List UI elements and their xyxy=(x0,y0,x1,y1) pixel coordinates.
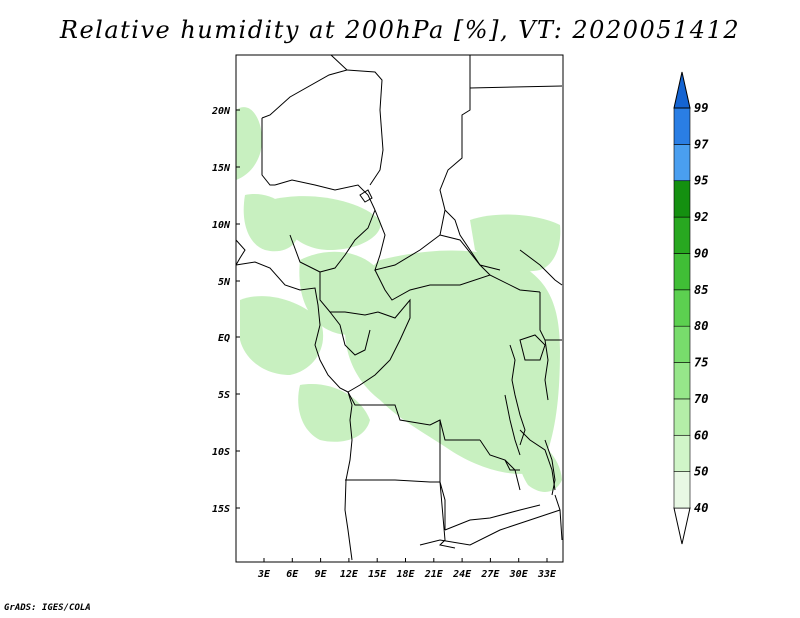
lake-victoria xyxy=(519,334,546,361)
lake-tanganyika xyxy=(504,394,521,456)
colorbar-swatch xyxy=(673,471,691,509)
rh-area-east-south xyxy=(517,430,562,492)
border-egypt-libya xyxy=(439,55,471,211)
lat-label: 10N xyxy=(212,220,231,231)
border-east-africa xyxy=(539,292,549,401)
lat-label: 5S xyxy=(218,390,230,401)
border-gabon-congo xyxy=(329,311,371,356)
lon-label: 27E xyxy=(480,569,500,580)
border-mali-niger xyxy=(261,118,275,186)
lon-label: 30E xyxy=(509,569,529,580)
border-egypt-sudan xyxy=(469,85,563,89)
lat-label: 5N xyxy=(218,277,231,288)
lon-axis: 3E 6E 9E 12E 15E 18E 21E 24E 27E 30E 33E xyxy=(257,558,557,580)
lon-label: 6E xyxy=(286,569,299,580)
lon-label: 15E xyxy=(368,569,387,580)
colorbar-label: 92 xyxy=(694,210,708,224)
colorbar-swatch xyxy=(673,216,691,254)
border-south xyxy=(419,509,561,546)
lake-malawi xyxy=(544,439,556,496)
colorbar-swatch xyxy=(673,434,691,472)
colorbar-swatch xyxy=(673,180,691,218)
border-cameroon-gabon xyxy=(319,272,379,316)
lat-axis: 20N 15N 10N 5N EQ 5S 10S 15S xyxy=(211,106,240,515)
colorbar-label: 99 xyxy=(694,101,708,115)
rh-area-nigeria xyxy=(270,196,381,250)
lon-label: 21E xyxy=(424,569,444,580)
border-chad-car xyxy=(374,209,446,271)
lat-label: 20N xyxy=(211,106,231,117)
colorbar-swatch xyxy=(673,398,691,436)
border-niger-nigeria xyxy=(274,179,376,211)
border-namibia-botswana xyxy=(438,481,456,549)
border-southsudan-east xyxy=(519,249,563,286)
coast-east-lakes xyxy=(509,344,526,446)
lon-label: 33E xyxy=(537,569,557,580)
colorbar-label: 80 xyxy=(694,319,708,333)
rh-area-congo-basin xyxy=(345,250,560,474)
rh-area-gabon xyxy=(240,296,324,375)
colorbar-swatch xyxy=(673,107,691,145)
lat-label: 15N xyxy=(212,163,231,174)
lon-label: 12E xyxy=(340,569,359,580)
colorbar-swatch xyxy=(673,325,691,363)
border-congo-drc xyxy=(347,298,411,393)
coast-westbulge xyxy=(235,239,246,266)
border-nigeria-cameroon xyxy=(289,234,321,273)
colorbar-label: 90 xyxy=(694,246,708,260)
colorbar-label: 40 xyxy=(694,501,708,515)
coast-west xyxy=(235,261,353,561)
colorbar-swatch xyxy=(673,362,691,400)
coast-southeast xyxy=(554,494,563,541)
rh-area-east xyxy=(470,214,561,272)
map-title: Relative humidity at 200hPa [%], VT: 202… xyxy=(59,16,741,44)
colorbar-swatch xyxy=(673,144,691,182)
map-frame xyxy=(235,54,564,563)
border-north-libya-chad xyxy=(261,54,348,119)
lon-label: 18E xyxy=(396,569,415,580)
border-algeria-niger xyxy=(346,69,384,186)
lat-label: EQ xyxy=(218,333,230,344)
lake-chad xyxy=(359,189,373,203)
border-sudan-southsudan xyxy=(439,234,501,271)
border-angola-namibia xyxy=(345,479,440,483)
border-angola-zambia xyxy=(439,420,446,530)
colorbar-swatch xyxy=(673,253,691,291)
grads-credit: GrADS: IGES/COLA xyxy=(4,603,91,613)
border-drc-angola xyxy=(347,391,480,441)
border-chad-cameroon xyxy=(319,209,376,273)
border-chad-sudan xyxy=(444,209,491,276)
lon-label: 9E xyxy=(315,569,328,580)
colorbar-label: 75 xyxy=(694,356,708,370)
humidity-field xyxy=(236,107,562,492)
lat-label: 15S xyxy=(212,504,230,515)
borders xyxy=(235,54,563,561)
colorbar-max-arrow xyxy=(673,71,691,109)
colorbar-label: 70 xyxy=(694,392,708,406)
colorbar-label: 60 xyxy=(694,428,708,442)
colorbar-label: 97 xyxy=(694,137,709,151)
border-tanzania-moz xyxy=(519,429,556,491)
rh-area-angola xyxy=(298,384,370,442)
border-car-drc xyxy=(374,269,541,301)
map-panel xyxy=(235,54,564,563)
colorbar-label: 95 xyxy=(694,174,708,188)
border-zambia-mozambique xyxy=(444,504,541,531)
colorbar-min-arrow xyxy=(673,507,691,545)
lon-label: 3E xyxy=(257,569,271,580)
lat-label: 10S xyxy=(212,447,230,458)
colorbar-label: 50 xyxy=(694,465,708,479)
lon-label: 24E xyxy=(452,569,472,580)
border-zambia-malawi xyxy=(504,459,521,491)
colorbar-label: 85 xyxy=(694,283,708,297)
colorbar-swatch xyxy=(673,289,691,327)
colorbar: 40 50 60 70 75 80 85 90 92 95 97 99 xyxy=(673,71,709,545)
rh-area-west-sahel xyxy=(236,107,262,180)
